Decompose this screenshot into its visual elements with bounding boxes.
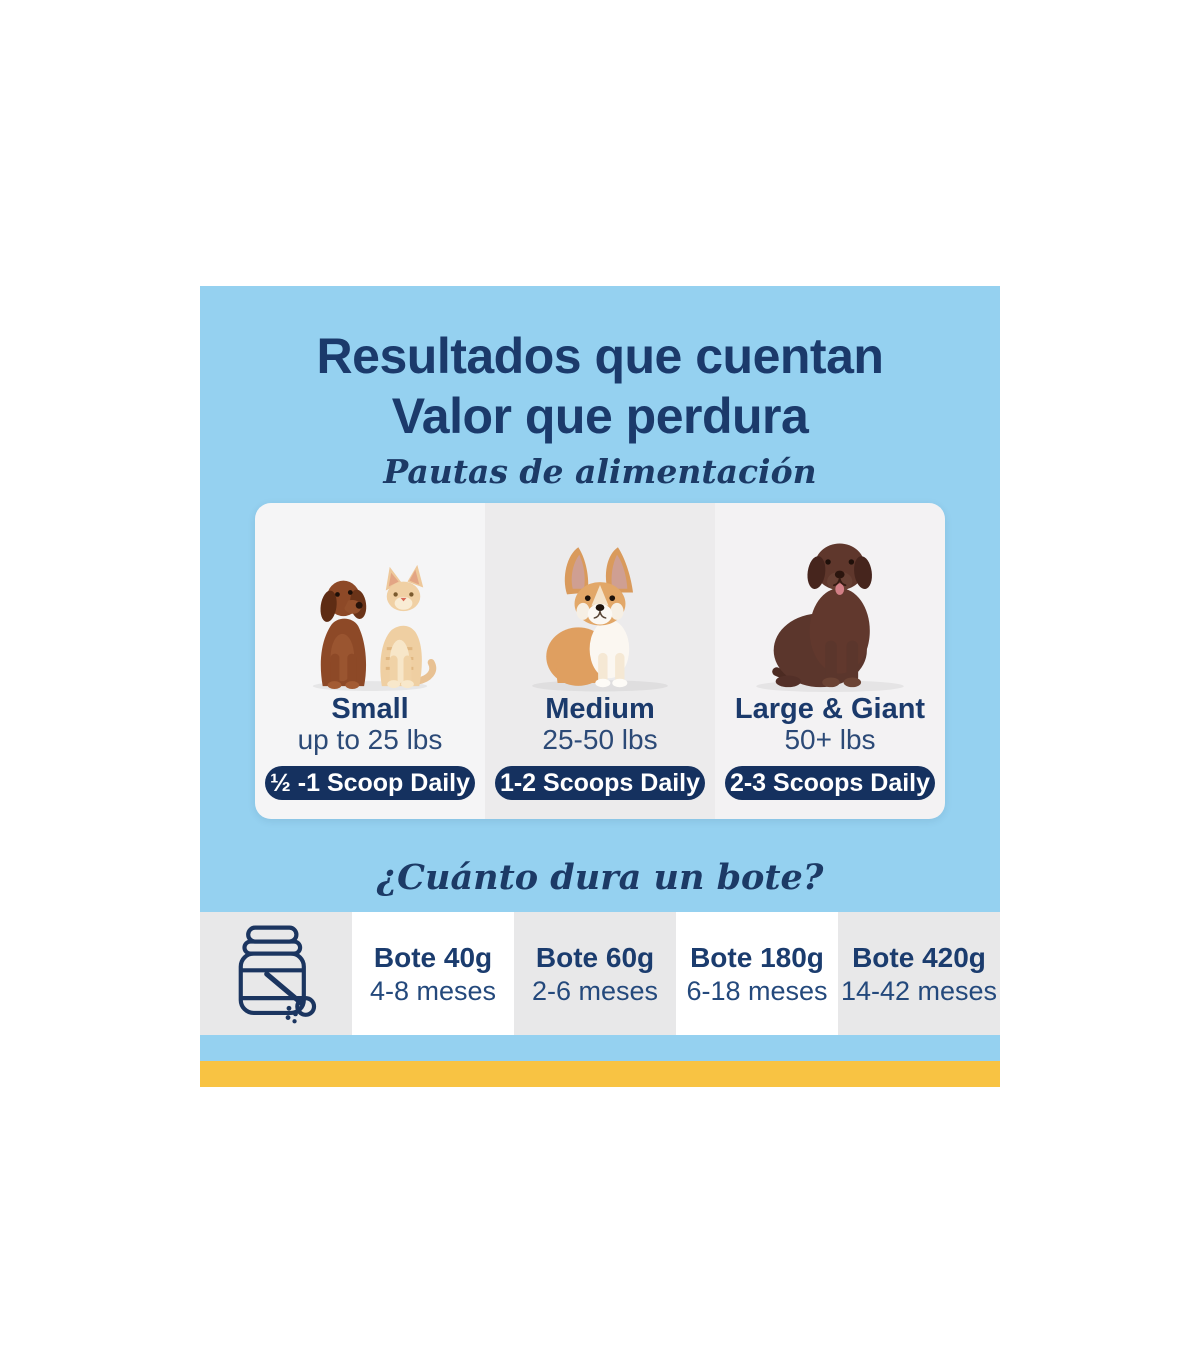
dachshund-and-cat-image [255,503,485,693]
size-column-medium: Medium 25-50 lbs 1-2 Scoops Daily [485,503,715,819]
feeding-guidelines-heading: Pautas de alimentación [383,452,817,491]
bote-size: Bote 40g [373,941,493,973]
weight-range: 50+ lbs [784,724,876,755]
bote-size: Bote 60g [535,941,655,973]
weight-range: 25-50 lbs [542,724,658,755]
size-label: Large & Giant [734,693,926,725]
weight-range: up to 25 lbs [297,724,443,755]
dose-label: ½ -1 Scoop Daily [269,768,471,797]
size-label: Medium [545,693,655,725]
dose-label: 1-2 Scoops Daily [499,768,701,797]
size-column-small: Small up to 25 lbs ½ -1 Scoop Daily [255,503,485,819]
headline-line2: Valor que perdura [391,388,809,444]
supplement-jar-scoop-icon [238,925,317,1023]
bote-size: Bote 420g [852,941,986,973]
dose-pill: ½ -1 Scoop Daily [265,766,475,800]
bote-cell-60g: Bote 60g 2-6 meses [514,912,676,1035]
bote-duration: 14-42 meses [840,975,998,1006]
bote-cell-180g: Bote 180g 6-18 meses [676,912,838,1035]
bottle-duration-strip: Bote 40g 4-8 meses Bote 60g 2-6 meses Bo… [200,912,1000,1035]
bote-cell-40g: Bote 40g 4-8 meses [352,912,514,1035]
bote-cell-420g: Bote 420g 14-42 meses [838,912,1000,1035]
size-label: Small [331,693,409,725]
bote-duration: 4-8 meses [369,975,497,1006]
bote-size: Bote 180g [690,941,824,973]
size-column-large: Large & Giant 50+ lbs 2-3 Scoops Daily [715,503,945,819]
chocolate-labrador-image [715,503,945,693]
infographic-card: Resultados que cuentan Valor que perdura… [200,286,1000,1087]
bote-duration: 2-6 meses [531,975,659,1006]
dose-pill: 2-3 Scoops Daily [725,766,935,800]
feeding-guide-panel: Small up to 25 lbs ½ -1 Scoop Daily [255,503,945,819]
headline-line1: Resultados que cuentan [316,328,884,384]
yellow-accent-bar [200,1061,1000,1087]
jar-icon-cell [200,912,352,1035]
corgi-image [485,503,715,693]
dose-label: 2-3 Scoops Daily [729,768,931,797]
bottle-duration-heading: ¿Cuánto dura un bote? [376,857,824,898]
dose-pill: 1-2 Scoops Daily [495,766,705,800]
bote-duration: 6-18 meses [686,975,828,1006]
